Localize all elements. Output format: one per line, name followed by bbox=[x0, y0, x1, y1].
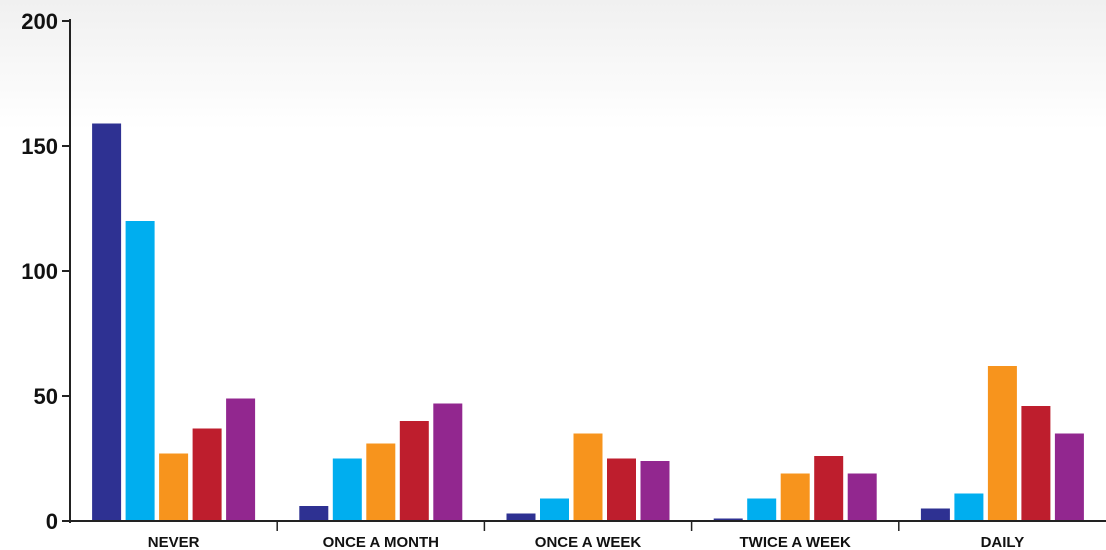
bar-3-1 bbox=[747, 498, 777, 521]
bar-3-4 bbox=[847, 473, 877, 521]
bar-4-2 bbox=[987, 366, 1017, 521]
x-tick-label-3: TWICE A WEEK bbox=[740, 534, 852, 550]
y-tick-label-2: 100 bbox=[21, 259, 58, 284]
y-tick-label-3: 150 bbox=[21, 134, 58, 159]
y-tick-label-1: 50 bbox=[34, 384, 58, 409]
bar-1-3 bbox=[399, 421, 429, 521]
bar-2-1 bbox=[540, 498, 569, 521]
x-tick-label-2: ONCE A WEEK bbox=[535, 534, 642, 550]
bar-4-1 bbox=[954, 493, 984, 521]
bar-2-4 bbox=[640, 461, 670, 521]
bar-1-4 bbox=[433, 403, 463, 521]
y-tick-label-4: 200 bbox=[21, 9, 58, 34]
bar-0-3 bbox=[192, 428, 222, 521]
axes-group bbox=[62, 19, 1106, 531]
bar-4-3 bbox=[1021, 406, 1051, 521]
bar-3-2 bbox=[780, 473, 810, 521]
bar-4-4 bbox=[1054, 433, 1084, 521]
bar-4-0 bbox=[920, 508, 950, 521]
x-tick-label-1: ONCE A MONTH bbox=[323, 534, 439, 550]
bar-0-1 bbox=[125, 221, 155, 521]
labels-group: 0 50 100 150 200 NEVER ONCE A MONTH ONCE A WEEK… bbox=[21, 9, 1024, 550]
bar-1-0 bbox=[299, 506, 329, 521]
bar-2-3 bbox=[607, 458, 636, 521]
bars-group bbox=[92, 123, 1084, 521]
bar-3-3 bbox=[814, 456, 844, 521]
x-tick-label-4: DAILY bbox=[981, 534, 1025, 550]
bar-0-2 bbox=[159, 453, 189, 521]
bar-3-0 bbox=[713, 518, 743, 521]
bar-0-0 bbox=[92, 123, 122, 521]
bar-0-4 bbox=[226, 398, 256, 521]
y-tick-label-0: 0 bbox=[46, 509, 58, 534]
bar-2-0 bbox=[506, 513, 536, 521]
bar-2-2 bbox=[573, 433, 603, 521]
bar-1-2 bbox=[366, 443, 396, 521]
x-tick-label-0: NEVER bbox=[148, 534, 200, 550]
bar-1-1 bbox=[332, 458, 362, 521]
